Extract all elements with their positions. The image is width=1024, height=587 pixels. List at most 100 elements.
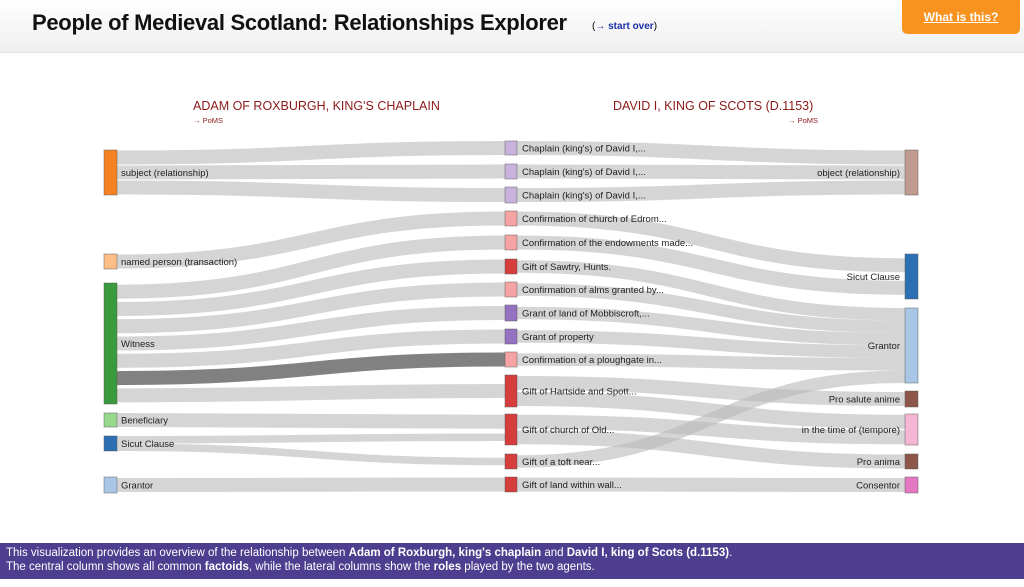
node-rect[interactable] xyxy=(103,412,118,428)
nodes-layer: subject (relationship) named person (tran… xyxy=(103,140,919,494)
center-node-C8[interactable]: Grant of land of Mobbiscroft,... xyxy=(504,304,650,322)
node-rect[interactable] xyxy=(504,186,518,204)
link-C2-R_object[interactable] xyxy=(516,164,906,180)
left-node-L_sicut[interactable]: Sicut Clause xyxy=(103,435,174,452)
left-node-L_subject[interactable]: subject (relationship) xyxy=(103,149,209,196)
node-label: in the time of (tempore) xyxy=(802,425,900,436)
node-rect[interactable] xyxy=(504,374,518,408)
node-rect[interactable] xyxy=(904,390,919,408)
link-L_subject-C1[interactable] xyxy=(116,141,506,165)
center-node-C12[interactable]: Gift of church of Old... xyxy=(504,413,614,446)
right-node-R_sicut[interactable]: Sicut Clause xyxy=(847,253,919,300)
link-L_witness-C10[interactable] xyxy=(116,352,506,386)
node-rect[interactable] xyxy=(904,476,919,494)
link-C3-R_object[interactable] xyxy=(516,180,906,202)
left-node-L_named[interactable]: named person (transaction) xyxy=(103,253,237,270)
node-label: Pro salute anime xyxy=(829,395,900,406)
link-L_subject-C3[interactable] xyxy=(116,180,506,202)
link-C8-R_grantor[interactable] xyxy=(516,306,906,346)
link-C12-R_proanima[interactable] xyxy=(516,430,906,469)
link-L_witness-C11[interactable] xyxy=(116,384,506,403)
node-rect[interactable] xyxy=(504,210,518,227)
link-L_grantor-C14[interactable] xyxy=(116,477,506,492)
node-rect[interactable] xyxy=(504,163,518,180)
link-C7-R_grantor[interactable] xyxy=(516,283,906,333)
link-L_witness-C6[interactable] xyxy=(116,259,506,316)
node-rect[interactable] xyxy=(103,149,118,196)
center-node-C7[interactable]: Confirmation of alms granted by... xyxy=(504,281,664,298)
center-node-C5[interactable]: Confirmation of the endowments made... xyxy=(504,234,693,251)
link-C5-R_sicut[interactable] xyxy=(516,235,906,295)
center-node-C3[interactable]: Chaplain (king's) of David I,... xyxy=(504,186,646,204)
node-rect[interactable] xyxy=(504,258,518,275)
center-node-C13[interactable]: Gift of a toft near... xyxy=(504,453,600,470)
left-node-L_benef[interactable]: Beneficiary xyxy=(103,412,168,428)
link-C4-R_sicut[interactable] xyxy=(516,211,906,273)
node-rect[interactable] xyxy=(504,351,518,368)
node-rect[interactable] xyxy=(504,304,518,322)
link-L_sicut-C12[interactable] xyxy=(116,433,506,444)
node-rect[interactable] xyxy=(504,328,518,345)
right-node-R_prosalute[interactable]: Pro salute anime xyxy=(829,390,919,408)
link-C12-R_tempore[interactable] xyxy=(516,414,906,445)
left-node-L_grantor[interactable]: Grantor xyxy=(103,476,153,494)
link-C13-R_grantor[interactable] xyxy=(516,370,906,468)
node-rect[interactable] xyxy=(504,476,518,493)
center-node-C10[interactable]: Confirmation of a ploughgate in... xyxy=(504,351,662,368)
link-L_witness-C5[interactable] xyxy=(116,235,506,299)
link-C9-R_grantor[interactable] xyxy=(516,330,906,358)
right-node-R_grantor[interactable]: Grantor xyxy=(868,307,919,384)
link-L_subject-C2[interactable] xyxy=(116,164,506,180)
node-rect[interactable] xyxy=(103,476,118,494)
node-rect[interactable] xyxy=(904,453,919,470)
node-rect[interactable] xyxy=(904,253,919,300)
left-agent-name[interactable]: ADAM OF ROXBURGH, KING'S CHAPLAIN xyxy=(193,99,440,113)
node-rect[interactable] xyxy=(904,413,919,446)
left-agent-mention: Adam of Roxburgh, king's chaplain xyxy=(348,547,542,559)
link-C1-R_object[interactable] xyxy=(516,141,906,165)
right-node-R_object[interactable]: object (relationship) xyxy=(817,149,919,196)
link-L_witness-C7[interactable] xyxy=(116,282,506,334)
right-agent-poms-link[interactable]: → PoMS xyxy=(788,116,818,125)
node-rect[interactable] xyxy=(504,413,518,446)
center-node-C11[interactable]: Gift of Hartside and Spott... xyxy=(504,374,637,408)
node-rect[interactable] xyxy=(103,253,118,270)
link-C6-R_grantor[interactable] xyxy=(516,260,906,321)
right-agent-name[interactable]: DAVID I, KING OF SCOTS (D.1153) xyxy=(613,99,813,113)
link-L_witness-C8[interactable] xyxy=(116,306,506,351)
center-node-C4[interactable]: Confirmation of church of Edrom... xyxy=(504,210,667,227)
link-C10-R_grantor[interactable] xyxy=(516,353,906,371)
node-label: Gift of land within wall... xyxy=(522,480,622,491)
link-L_witness-C9[interactable] xyxy=(116,329,506,368)
link-L_sicut-C13[interactable] xyxy=(116,443,506,466)
start-over-link[interactable]: → start over xyxy=(595,21,654,32)
left-node-L_witness[interactable]: Witness xyxy=(103,282,155,405)
node-rect[interactable] xyxy=(504,281,518,298)
node-label: Witness xyxy=(121,339,155,350)
node-rect[interactable] xyxy=(504,234,518,251)
center-node-C1[interactable]: Chaplain (king's) of David I,... xyxy=(504,140,646,156)
node-rect[interactable] xyxy=(504,453,518,470)
node-rect[interactable] xyxy=(904,149,919,196)
left-agent-poms-link[interactable]: → PoMS xyxy=(193,116,223,125)
right-node-R_proanima[interactable]: Pro anima xyxy=(857,453,919,470)
center-node-C6[interactable]: Gift of Sawtry, Hunts. xyxy=(504,258,611,275)
node-label: subject (relationship) xyxy=(121,168,209,179)
right-node-R_consentor[interactable]: Consentor xyxy=(856,476,919,494)
center-node-C9[interactable]: Grant of property xyxy=(504,328,594,345)
right-node-R_tempore[interactable]: in the time of (tempore) xyxy=(802,413,919,446)
node-rect[interactable] xyxy=(103,435,118,452)
footer-description: This visualization provides an overview … xyxy=(0,543,1024,579)
node-rect[interactable] xyxy=(504,140,518,156)
link-C14-R_consentor[interactable] xyxy=(516,477,906,492)
center-node-C2[interactable]: Chaplain (king's) of David I,... xyxy=(504,163,646,180)
header-bar: People of Medieval Scotland: Relationshi… xyxy=(0,0,1024,53)
node-rect[interactable] xyxy=(904,307,919,384)
link-L_named-C4[interactable] xyxy=(116,211,506,269)
link-C11-R_tempore[interactable] xyxy=(516,392,906,429)
node-rect[interactable] xyxy=(103,282,118,405)
center-node-C14[interactable]: Gift of land within wall... xyxy=(504,476,622,493)
link-C11-R_prosalute[interactable] xyxy=(516,376,906,406)
what-is-this-button[interactable]: What is this? xyxy=(902,0,1020,34)
link-L_benef-C12[interactable] xyxy=(116,413,506,429)
